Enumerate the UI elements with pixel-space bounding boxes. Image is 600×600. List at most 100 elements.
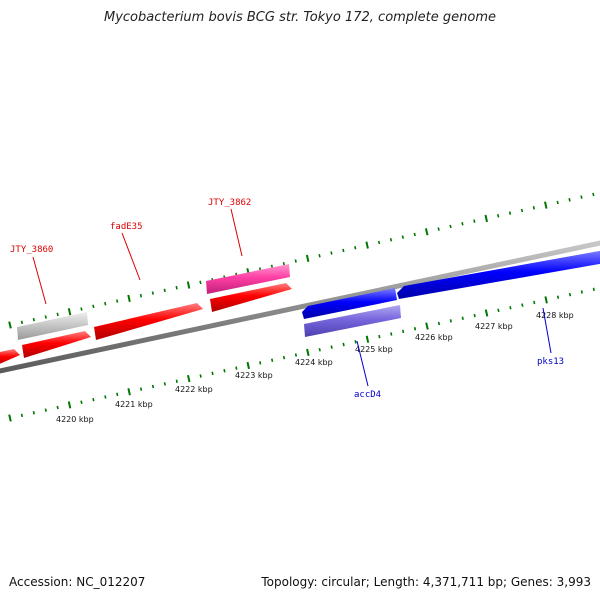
major-tick [67, 401, 72, 409]
minor-tick [533, 300, 536, 305]
minor-tick [199, 280, 202, 285]
minor-tick [294, 259, 297, 263]
minor-tick [259, 361, 262, 365]
scale-label: 4222 kbp [175, 385, 213, 394]
minor-tick [163, 288, 166, 293]
minor-tick [32, 317, 35, 322]
gene-label[interactable]: pks13 [537, 357, 564, 367]
outer-tick-row [8, 192, 595, 329]
minor-tick [520, 208, 524, 213]
major-tick [246, 361, 250, 370]
minor-tick [568, 292, 572, 297]
minor-tick [413, 327, 417, 331]
gene-arrow-reverse-alt[interactable] [304, 305, 401, 337]
minor-tick [80, 400, 83, 404]
minor-tick [271, 358, 274, 362]
scale-label: 4228 kbp [536, 311, 574, 320]
minor-tick [556, 295, 560, 299]
gene-arrow-pseudo[interactable] [17, 312, 88, 340]
scale-label: 4226 kbp [415, 333, 453, 342]
scale-labels: 4220 kbp 4221 kbp 4222 kbp 4223 kbp 4224… [56, 311, 574, 424]
minor-tick [592, 287, 595, 292]
gene-arrow-forward[interactable] [210, 283, 292, 312]
minor-tick [437, 227, 440, 231]
leader-line [230, 208, 243, 257]
minor-tick [449, 319, 452, 323]
minor-tick [521, 303, 524, 307]
minor-tick [175, 379, 178, 383]
minor-tick [116, 392, 119, 397]
minor-tick [437, 321, 441, 326]
leader-line [121, 232, 141, 281]
minor-tick [294, 353, 298, 357]
gene-arrow-forward-alt[interactable] [206, 264, 290, 294]
gene-arrow-forward[interactable] [22, 331, 91, 358]
minor-tick [199, 374, 202, 378]
minor-tick [461, 316, 464, 320]
major-tick [8, 321, 12, 329]
major-tick [425, 322, 429, 330]
minor-tick [318, 254, 321, 258]
minor-tick [104, 395, 107, 399]
minor-tick [580, 290, 583, 294]
scale-label: 4225 kbp [355, 345, 393, 354]
gene-arrow-forward[interactable] [0, 349, 20, 366]
minor-tick [473, 313, 476, 318]
accession-text: Accession: NC_012207 [9, 575, 146, 589]
minor-tick [401, 235, 404, 239]
minor-tick [20, 413, 24, 418]
minor-tick [235, 366, 238, 370]
minor-tick [461, 222, 464, 226]
major-tick [306, 348, 310, 357]
gene-arrow-forward[interactable] [94, 303, 203, 340]
major-tick [67, 308, 72, 316]
minor-tick [330, 251, 333, 255]
minor-tick [449, 224, 452, 229]
scale-label: 4221 kbp [115, 400, 153, 409]
minor-tick [139, 387, 143, 391]
minor-tick [556, 200, 559, 205]
scale-label: 4223 kbp [235, 371, 273, 380]
minor-tick [402, 329, 405, 334]
gene-label[interactable]: JTY_3860 [10, 245, 53, 255]
major-tick [127, 294, 131, 303]
minor-tick [377, 240, 381, 245]
gene-label-leaders [32, 208, 552, 387]
major-tick [544, 201, 548, 209]
leader-line [356, 340, 369, 387]
minor-tick [32, 411, 35, 415]
minor-tick [532, 206, 535, 210]
gene-label[interactable]: accD4 [354, 390, 381, 400]
backbone-line [0, 240, 600, 374]
minor-tick [92, 304, 95, 309]
minor-tick [282, 262, 285, 266]
scale-label: 4227 kbp [475, 322, 513, 331]
minor-tick [390, 332, 393, 336]
minor-tick [80, 307, 83, 311]
minor-tick [389, 238, 393, 242]
gene-arrow-reverse[interactable] [302, 288, 397, 319]
minor-tick [473, 219, 476, 223]
minor-tick [497, 308, 500, 313]
gene-label[interactable]: JTY_3862 [208, 198, 251, 208]
minor-tick [508, 211, 512, 215]
minor-tick [354, 246, 357, 250]
minor-tick [497, 214, 500, 218]
major-tick [365, 335, 370, 343]
minor-tick [413, 232, 416, 237]
minor-tick [318, 348, 321, 352]
gene-label[interactable]: fadE35 [110, 222, 143, 232]
major-tick [127, 388, 131, 396]
gene-arrow-reverse[interactable] [397, 250, 600, 299]
minor-tick [342, 342, 345, 347]
map-title: Mycobacterium bovis BCG str. Tokyo 172, … [104, 10, 496, 25]
major-tick [544, 296, 548, 304]
minor-tick [44, 315, 47, 319]
major-tick [305, 254, 310, 263]
major-tick [424, 228, 429, 236]
minor-tick [354, 340, 357, 344]
minor-tick [378, 334, 381, 339]
minor-tick [139, 293, 143, 298]
minor-tick [163, 382, 166, 386]
